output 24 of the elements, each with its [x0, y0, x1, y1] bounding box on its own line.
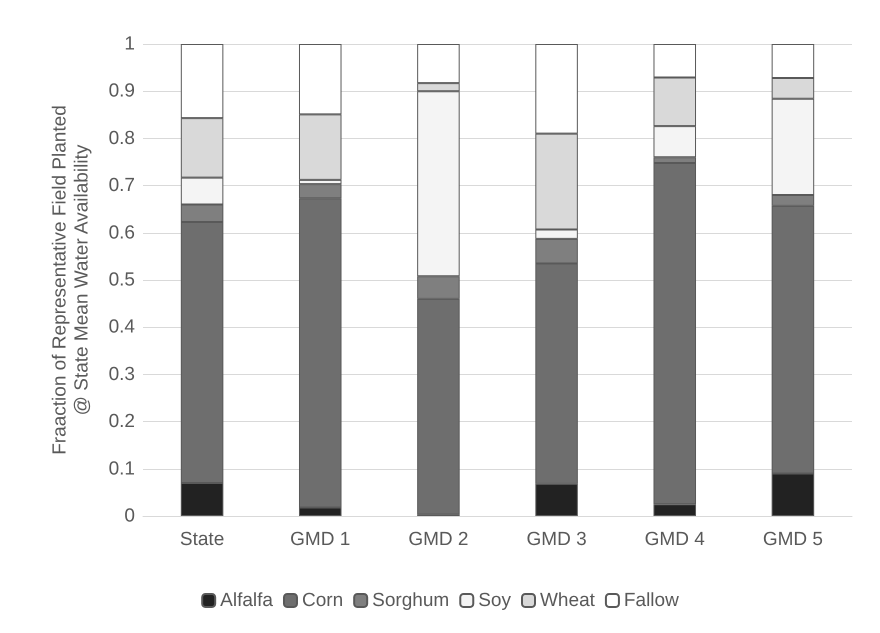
- legend-label: Wheat: [540, 590, 596, 611]
- legend-label: Corn: [302, 590, 344, 611]
- x-tick-label: GMD 2: [408, 529, 469, 550]
- x-tick-label: GMD 5: [762, 529, 824, 550]
- y-tick-label: 0.1: [108, 458, 135, 480]
- x-tick-label: State: [180, 529, 224, 550]
- legend-label: Fallow: [624, 590, 680, 611]
- legend-label: Soy: [478, 590, 512, 611]
- legend-label: Sorghum: [372, 590, 450, 611]
- x-tick-label: GMD 4: [644, 529, 706, 550]
- legend-label: Alfalfa: [220, 590, 274, 611]
- y-tick-label: 0.6: [108, 222, 135, 244]
- y-tick-label: 0.7: [108, 175, 135, 196]
- y-tick-label: 0.2: [108, 411, 135, 432]
- y-tick-label: 0.3: [108, 364, 135, 385]
- y-tick-label: 1: [124, 34, 135, 54]
- x-tick-label: GMD 3: [526, 529, 587, 550]
- y-tick-label: 0.8: [108, 128, 135, 149]
- y-tick-label: 0.4: [108, 316, 136, 338]
- y-tick-label: 0.5: [108, 270, 135, 290]
- y-tick-label: 0.9: [108, 80, 135, 102]
- x-tick-label: GMD 1: [290, 529, 350, 550]
- y-tick-label: 0: [124, 506, 135, 526]
- y-axis-title: Fraaction of Representative Field Planted @ State Mean Water Availability: [50, 105, 92, 455]
